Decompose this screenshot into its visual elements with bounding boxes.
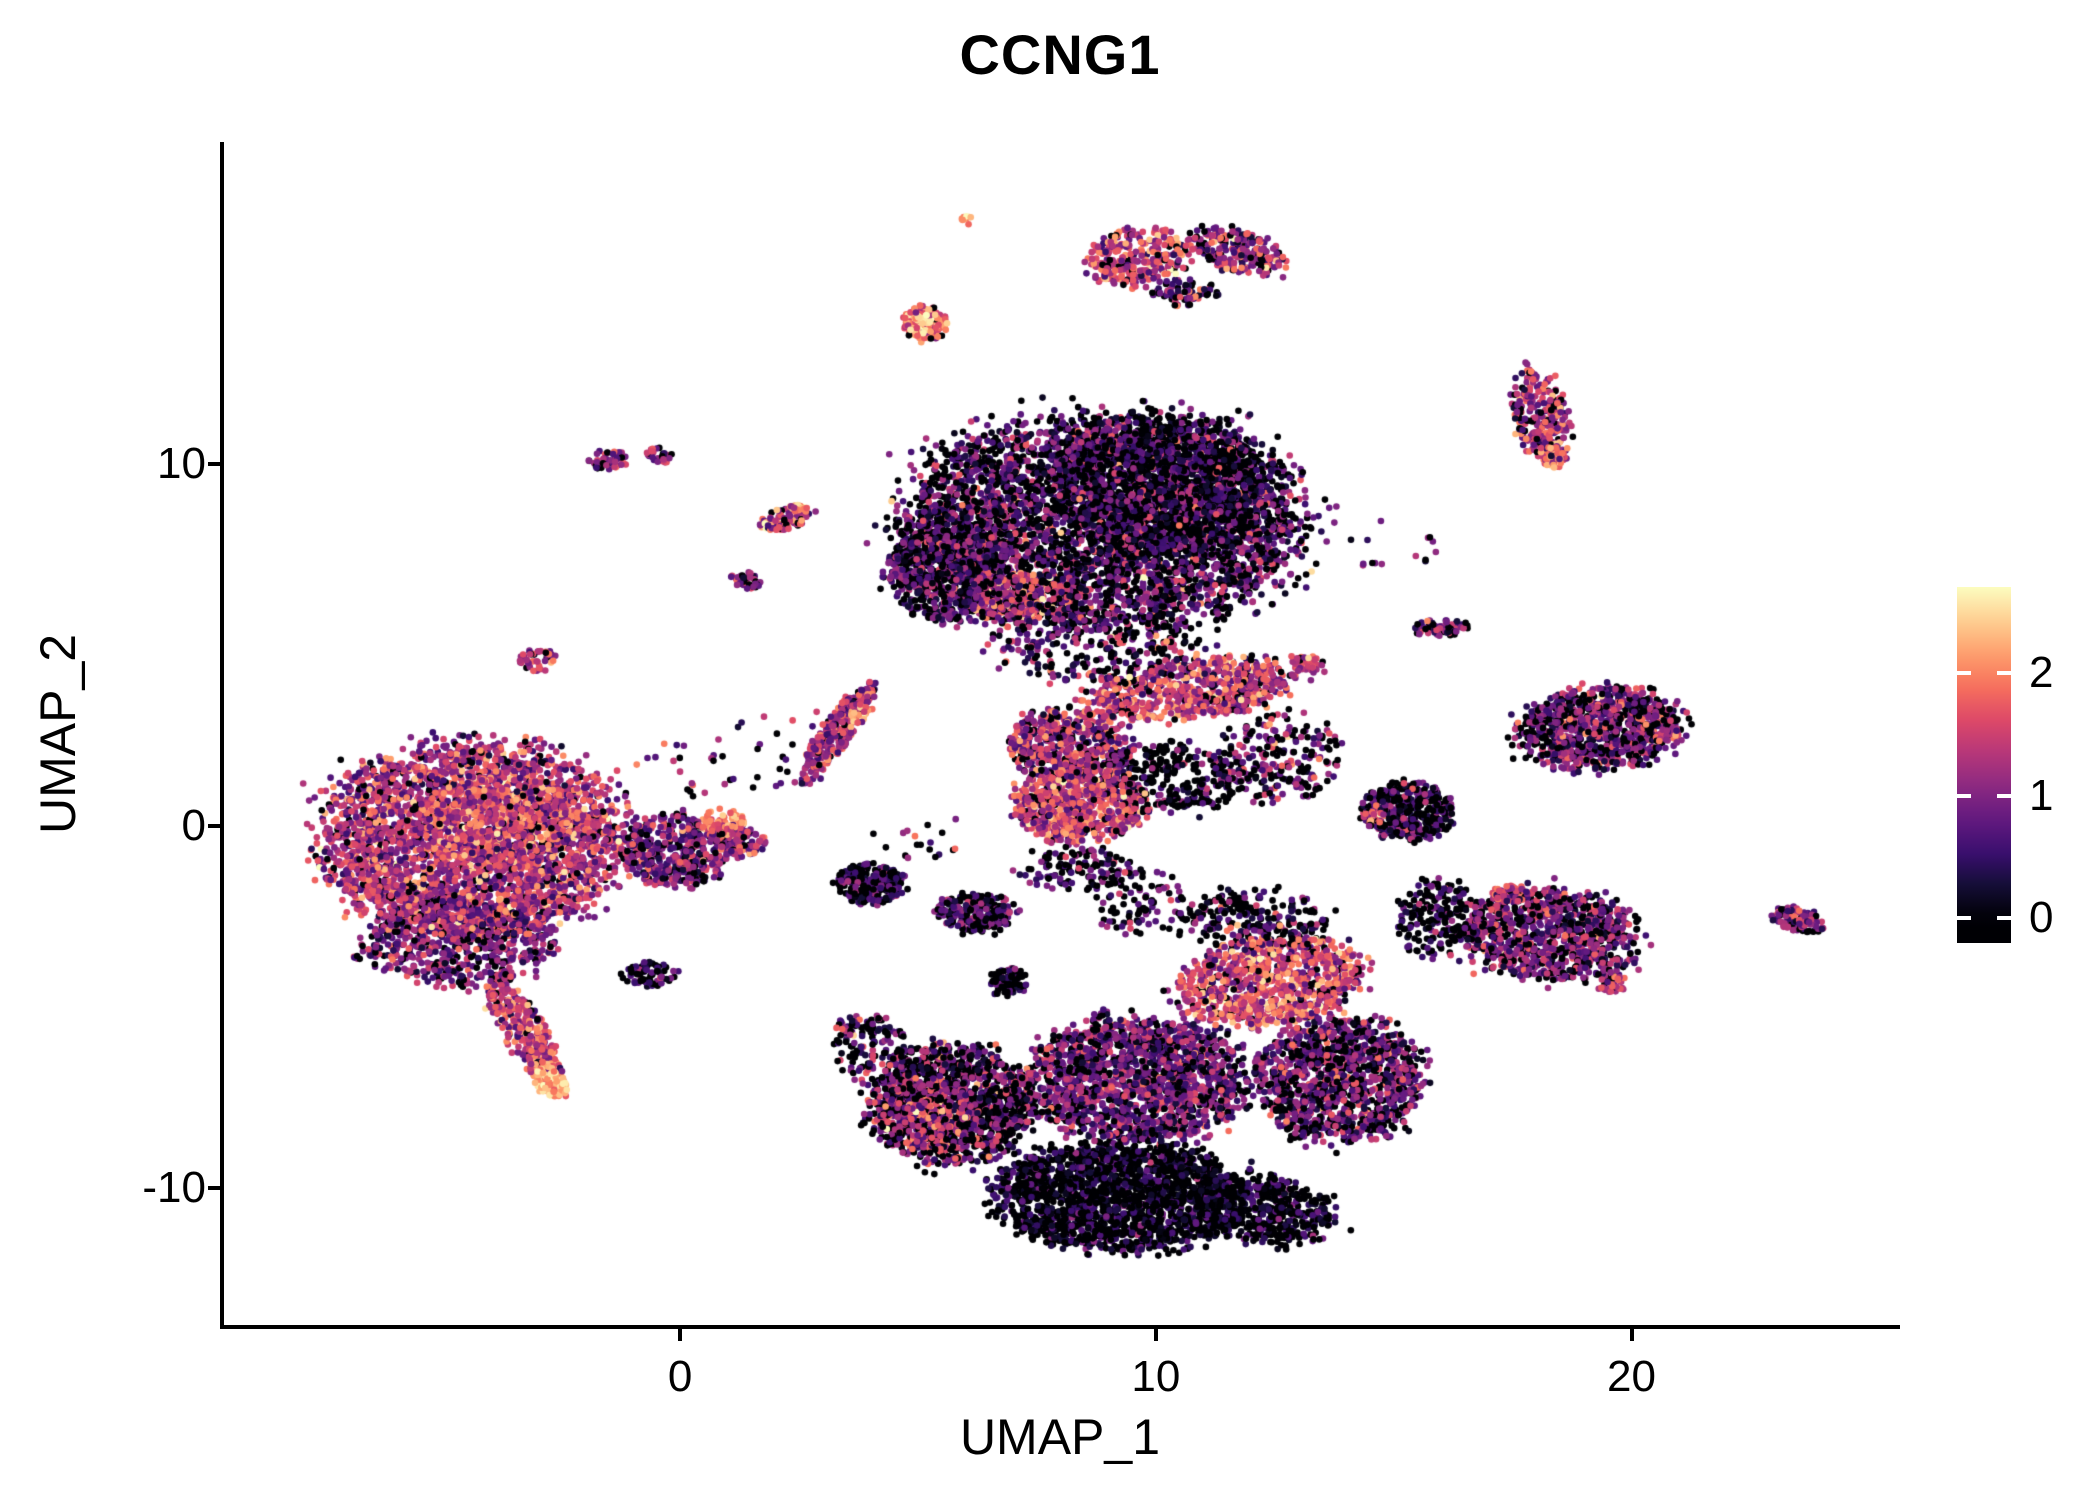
umap-scatter-canvas (224, 142, 1896, 1325)
y-tick-mark (208, 1186, 224, 1191)
y-tick-mark (208, 462, 224, 467)
colorbar-tick-mark (1957, 670, 1971, 675)
y-tick-mark (208, 824, 224, 829)
x-tick-mark (1629, 1325, 1634, 1341)
colorbar-tick-label: 2 (2029, 647, 2054, 697)
colorbar-tick-label: 0 (2029, 893, 2054, 943)
colorbar-tick-mark (1997, 793, 2011, 798)
y-axis-line (220, 142, 224, 1329)
x-tick-label: 20 (1607, 1352, 1656, 1401)
colorbar-tick-mark (1957, 793, 1971, 798)
colorbar-tick-mark (1997, 670, 2011, 675)
colorbar-tick-mark (1957, 916, 1971, 921)
colorbar-gradient (1957, 587, 2011, 943)
x-tick-label: 10 (1131, 1352, 1181, 1401)
x-tick-label: 0 (667, 1352, 693, 1401)
plot-title: CCNG1 (959, 23, 1161, 86)
y-axis-label: UMAP_2 (30, 633, 86, 834)
y-tick-label: -10 (142, 1163, 206, 1213)
x-tick-mark (678, 1325, 683, 1341)
colorbar-tick-mark (1997, 916, 2011, 921)
colorbar-tick-label: 1 (2029, 770, 2054, 820)
y-tick-label: 10 (157, 439, 206, 489)
x-tick-mark (1153, 1325, 1158, 1341)
x-axis-line (220, 1325, 1900, 1329)
y-tick-label: 0 (181, 801, 206, 851)
colorbar-legend: 0 1 2 (1957, 587, 2100, 943)
x-axis-label: UMAP_1 (959, 1409, 1161, 1465)
